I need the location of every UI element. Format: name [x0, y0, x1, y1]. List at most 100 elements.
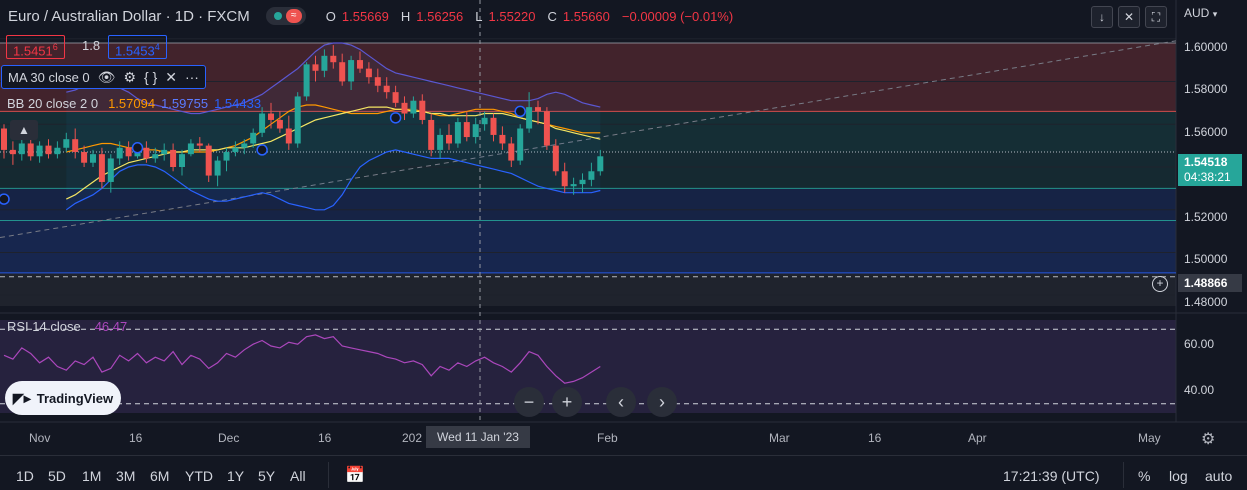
price-tick: 1.48000 [1184, 295, 1228, 309]
candle-body [357, 60, 363, 69]
bar-countdown: 04:38:21 [1184, 170, 1231, 184]
candle-body [446, 134, 452, 144]
ohlc-high-value: 1.56256 [416, 8, 464, 24]
rsi-pane [3, 334, 601, 384]
grid [0, 0, 1247, 423]
time-label: 16 [318, 431, 332, 445]
bollinger-bands [65, 42, 601, 211]
timeframe-button[interactable]: 1Y [227, 468, 245, 484]
candle-body [179, 154, 185, 167]
timeframe-button[interactable]: 6M [150, 468, 170, 484]
candle-body [312, 64, 319, 71]
utc-clock[interactable]: 17:21:39 (UTC) [1003, 468, 1100, 484]
candle-body [90, 154, 96, 163]
price-tick: 1.58000 [1184, 82, 1228, 96]
candle-body [27, 143, 34, 157]
candle-body [490, 117, 497, 135]
timeframe-button[interactable]: 3M [116, 468, 136, 484]
collapse-button[interactable]: ✕ [1118, 6, 1140, 28]
candle-body [348, 60, 355, 82]
candle-body [303, 64, 310, 97]
status-wave-icon: ≈ [285, 9, 302, 23]
price-tick: 1.52000 [1184, 210, 1228, 224]
candle-body [419, 100, 426, 120]
toolbar-separator [1123, 462, 1124, 488]
buy-button[interactable]: 1.54534 [108, 35, 167, 59]
scroll-down-button[interactable]: ↓ [1091, 6, 1113, 28]
symbol-title[interactable]: Euro / Australian Dollar · 1D · FXCM [8, 7, 250, 25]
candle-body [428, 119, 435, 150]
add-alert-button[interactable]: + [1152, 276, 1168, 292]
candle-body [597, 156, 604, 172]
bb-lower-value: 1.54433 [214, 96, 262, 111]
timeframe-button[interactable]: 5D [48, 468, 66, 484]
scroll-right-button[interactable]: › [647, 387, 677, 417]
time-label: Apr [968, 431, 987, 445]
fullscreen-icon: ⛶ [1151, 9, 1161, 24]
candle-body [18, 143, 25, 155]
collapse-icon: ✕ [1123, 10, 1135, 24]
zoom-out-button[interactable]: − [514, 387, 544, 417]
tradingview-logo[interactable]: ◤▸ TradingView [5, 381, 121, 415]
candle-body [472, 124, 479, 138]
ma-indicator-legend[interactable]: MA 30 close 0 👁 ⚙ { } ✕ ··· [1, 65, 206, 89]
zoom-in-button[interactable]: + [552, 387, 582, 417]
gear-icon[interactable]: ⚙ [123, 69, 136, 85]
price-zones [0, 42, 1176, 413]
timeframe-button[interactable]: 5Y [258, 468, 276, 484]
candle-body [374, 77, 381, 86]
currency-selector[interactable]: AUD ▾ [1184, 6, 1217, 20]
candle-body [116, 147, 123, 159]
rsi-band [0, 320, 1176, 413]
close-icon[interactable]: ✕ [165, 69, 177, 85]
rsi-indicator-legend[interactable]: RSI 14 close 46.47 [7, 319, 127, 334]
chevron-up-icon: ▲ [18, 123, 30, 137]
time-label: Nov [29, 431, 51, 445]
rsi-tick: 60.00 [1184, 337, 1215, 351]
bb-lower-line [65, 149, 601, 211]
candle-body [499, 134, 506, 144]
market-status-toggle[interactable]: ≈ [265, 7, 306, 25]
scroll-left-button[interactable]: ‹ [606, 387, 636, 417]
candle-body [205, 145, 212, 176]
candle-body [72, 139, 79, 153]
source-code-icon[interactable]: { } [144, 69, 158, 85]
candle-body [330, 55, 337, 63]
calendar-icon: 📅 [345, 467, 365, 484]
currency-label: AUD [1184, 6, 1210, 20]
time-label: Dec [218, 431, 240, 445]
log-scale-toggle[interactable]: log [1169, 468, 1188, 484]
eye-icon[interactable]: 👁 [97, 69, 116, 85]
candle-body [170, 149, 177, 167]
timeframe-button[interactable]: 1M [82, 468, 102, 484]
candle-body [517, 128, 524, 161]
toolbar-divider [0, 455, 1247, 456]
bb-indicator-legend[interactable]: BB 20 close 2 0 1.57094 1.59755 1.54433 [7, 96, 261, 111]
candle-body [401, 102, 408, 114]
auto-scale-toggle[interactable]: auto [1205, 468, 1233, 484]
settings-gear-icon[interactable]: ⚙ [1201, 431, 1216, 448]
candle-body [161, 149, 168, 155]
candle-body [454, 122, 461, 144]
more-icon[interactable]: ··· [184, 69, 199, 85]
rsi-label: RSI 14 close [7, 319, 81, 334]
current-price-label: 1.54518 04:38:21 [1178, 154, 1242, 186]
collapse-legend-button[interactable]: ▲ [10, 120, 38, 140]
percent-scale-toggle[interactable]: % [1138, 468, 1151, 484]
sell-button[interactable]: 1.54516 [6, 35, 65, 59]
timeframe-button[interactable]: 1D [16, 468, 34, 484]
signal-marker [131, 142, 144, 154]
rsi-line [3, 334, 601, 384]
timeframe-button[interactable]: YTD [185, 468, 213, 484]
fullscreen-button[interactable]: ⛶ [1145, 6, 1167, 28]
bid-price: 1.5451 [13, 43, 53, 59]
candle-body [36, 145, 43, 157]
toolbar-separator [328, 462, 329, 488]
chevron-left-icon: ‹ [618, 391, 624, 412]
date-range-button[interactable]: 📅 [345, 465, 365, 485]
ohlc-close-value: 1.55660 [562, 8, 610, 24]
crosshair-price-label: 1.48866 [1178, 274, 1242, 292]
timeframe-button[interactable]: All [290, 468, 306, 484]
candle-body [410, 100, 417, 114]
